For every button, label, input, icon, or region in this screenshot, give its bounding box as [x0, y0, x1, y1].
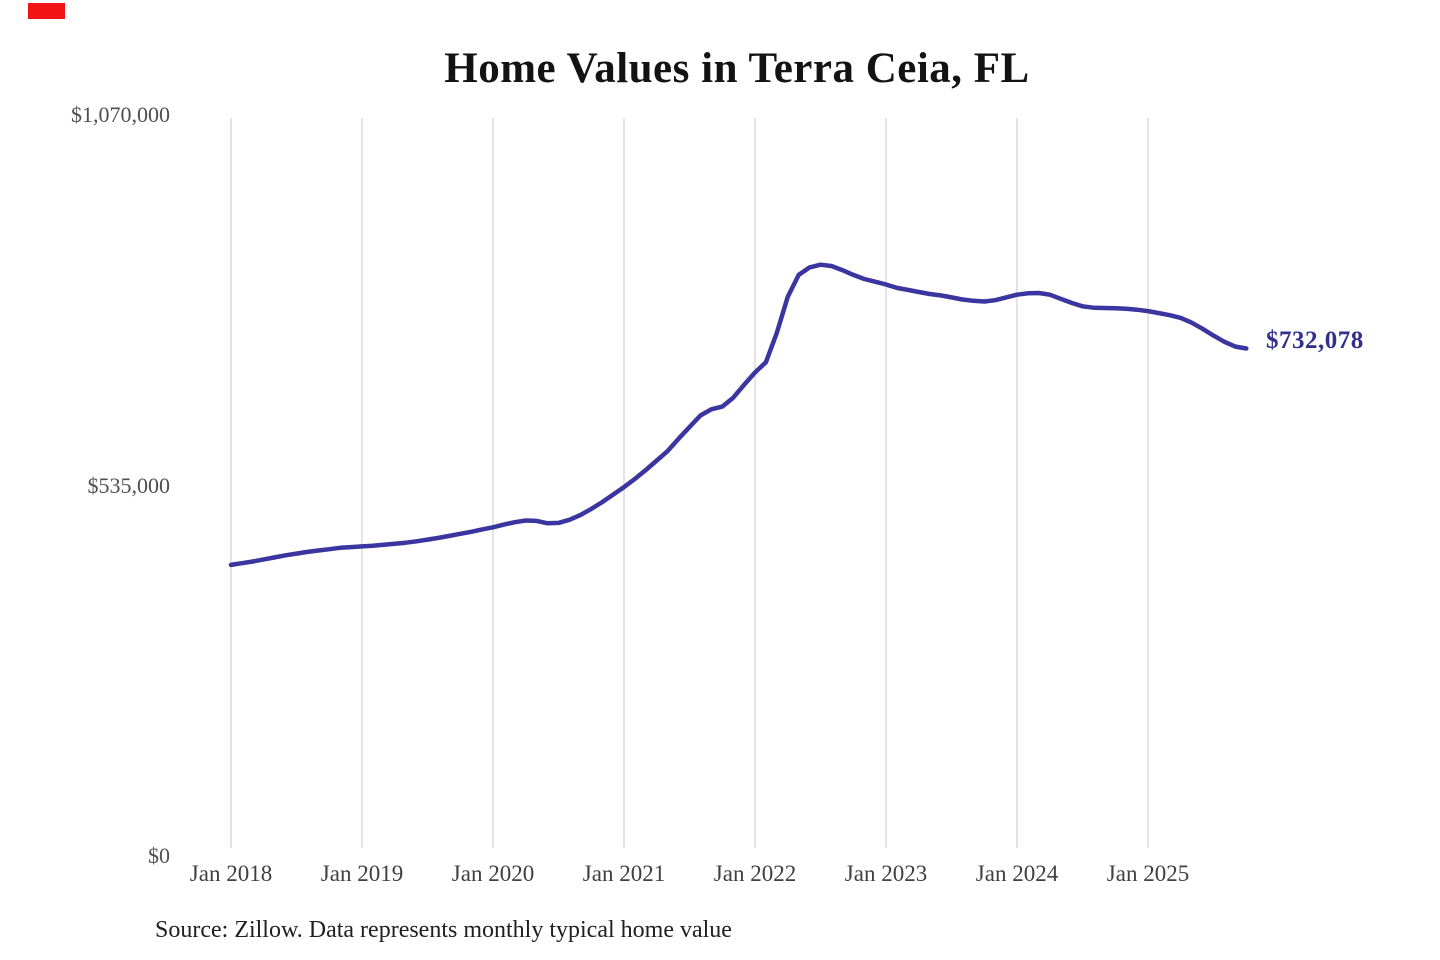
x-tick-jan-2020: Jan 2020	[451, 861, 535, 886]
x-tick-jan-2023: Jan 2023	[844, 861, 928, 886]
x-tick-jan-2025: Jan 2025	[1106, 861, 1190, 886]
x-tick-jan-2019: Jan 2019	[320, 861, 404, 886]
latest-value-label: $732,078	[1266, 327, 1364, 354]
x-tick-jan-2024: Jan 2024	[975, 861, 1059, 886]
x-tick-jan-2021: Jan 2021	[582, 861, 666, 886]
x-tick-jan-2018: Jan 2018	[189, 861, 273, 886]
y-tick--0: $0	[148, 843, 170, 868]
source-note: Source: Zillow. Data represents monthly …	[155, 917, 732, 943]
home-values-line	[228, 262, 1249, 568]
year-gridlines	[230, 118, 1149, 848]
x-tick-jan-2022: Jan 2022	[713, 861, 797, 886]
red-corner-marker	[28, 3, 65, 19]
y-tick--535-000: $535,000	[87, 473, 171, 498]
y-tick--1-070-000: $1,070,000	[71, 102, 170, 127]
chart-title: Home Values in Terra Ceia, FL	[444, 45, 1030, 92]
